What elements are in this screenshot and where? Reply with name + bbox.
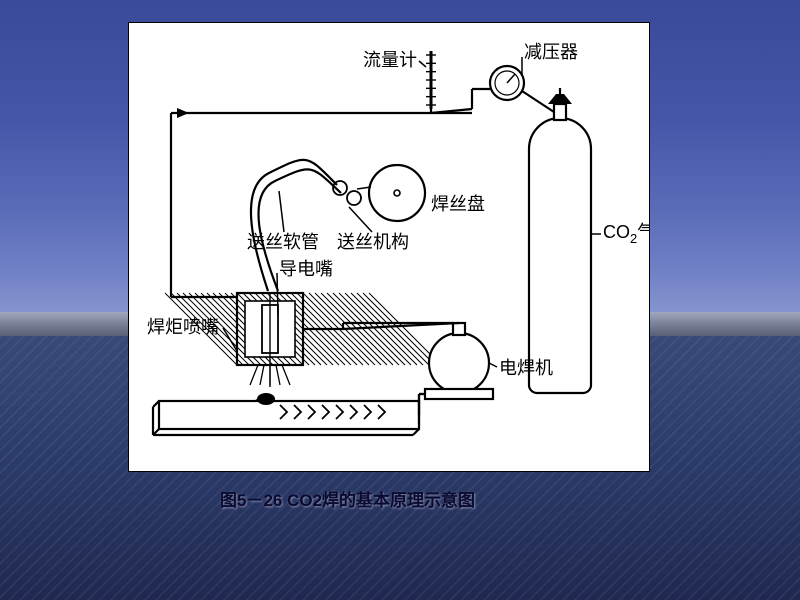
- caption-prefix: 图5－26: [220, 491, 287, 510]
- svg-text:电焊机: 电焊机: [499, 358, 553, 378]
- diagram-container: 减压器 流量计焊丝盘送丝软管送丝机构导电嘴焊炬喷嘴电焊机 CO2气瓶: [128, 22, 650, 472]
- svg-text:送丝软管: 送丝软管: [247, 232, 319, 252]
- svg-text:减压器: 减压器: [524, 42, 578, 62]
- svg-text:CO2气瓶: CO2气瓶: [603, 222, 649, 246]
- figure-caption: 图5－26 CO2焊的基本原理示意图: [220, 486, 475, 511]
- svg-text:焊炬喷嘴: 焊炬喷嘴: [147, 317, 219, 337]
- svg-text:流量计: 流量计: [363, 50, 417, 70]
- welding-schematic: 减压器 流量计焊丝盘送丝软管送丝机构导电嘴焊炬喷嘴电焊机 CO2气瓶: [129, 23, 649, 471]
- slide-background: 减压器 流量计焊丝盘送丝软管送丝机构导电嘴焊炬喷嘴电焊机 CO2气瓶 图5－26 C…: [0, 0, 800, 600]
- svg-text:导电嘴: 导电嘴: [279, 259, 333, 279]
- svg-text:焊丝盘: 焊丝盘: [431, 194, 485, 214]
- caption-main: CO2焊的基本原理示意图: [287, 491, 475, 510]
- svg-text:送丝机构: 送丝机构: [337, 232, 409, 252]
